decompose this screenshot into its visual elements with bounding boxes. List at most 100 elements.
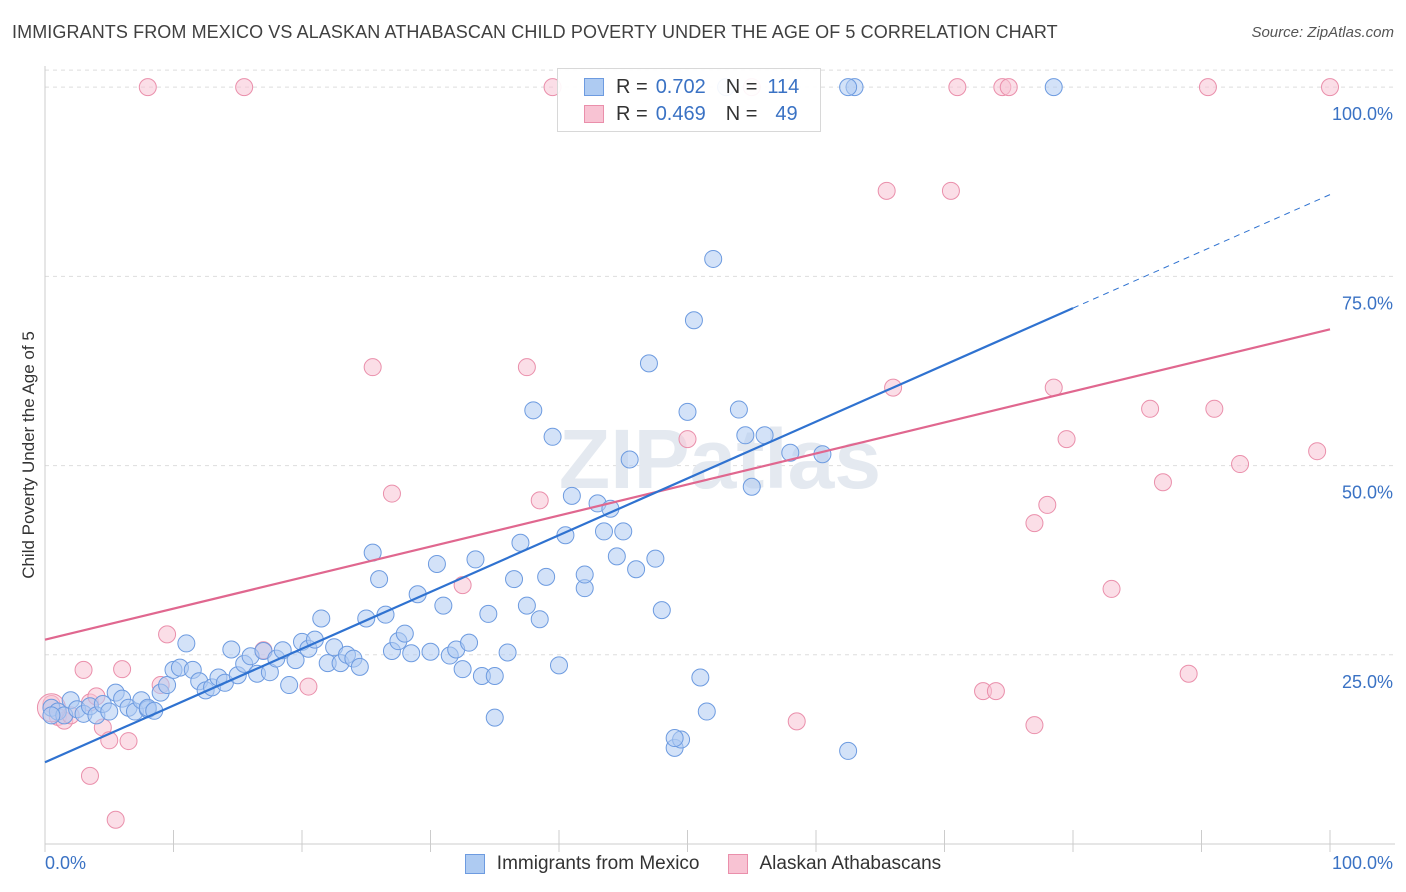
data-point [530, 610, 549, 629]
data-point [948, 78, 967, 97]
tick-labels: 25.0% 50.0% 75.0% 100.0% 0.0% 100.0% [45, 104, 1393, 873]
data-point [999, 78, 1018, 97]
x-tick-label-min: 0.0% [45, 853, 86, 873]
data-point [138, 78, 157, 97]
data-point [485, 666, 504, 685]
chart-title: IMMIGRANTS FROM MEXICO VS ALASKAN ATHABA… [12, 22, 1058, 42]
data-point [74, 660, 93, 679]
data-point [543, 427, 562, 446]
data-point [505, 570, 524, 589]
data-point [691, 668, 710, 687]
data-point [665, 729, 684, 748]
r-value-mexico: 0.702 [655, 75, 706, 98]
n-label: N = [725, 75, 758, 98]
data-point [704, 249, 723, 268]
data-point [594, 522, 613, 541]
axes [44, 66, 1395, 852]
data-point [1025, 514, 1044, 533]
legend-label-athabascan: Alaskan Athabascans [759, 853, 942, 874]
data-point [517, 596, 536, 615]
data-point [729, 400, 748, 419]
data-point [607, 547, 626, 566]
data-point [652, 601, 671, 620]
trend-lines [44, 194, 1331, 764]
series-legend: Immigrants from Mexico Alaskan Athabasca… [0, 852, 1406, 876]
data-point [350, 657, 369, 676]
data-point [42, 706, 61, 725]
data-point [530, 491, 549, 510]
data-point [1205, 399, 1224, 418]
data-point [382, 484, 401, 503]
data-point [113, 660, 132, 679]
y-tick-label: 50.0% [1342, 483, 1393, 503]
trend-line-athabascan [44, 328, 1331, 641]
data-point [1198, 78, 1217, 97]
legend-item-mexico: Immigrants from Mexico [464, 853, 700, 875]
data-point [678, 430, 697, 449]
data-point [235, 78, 254, 97]
data-point [460, 633, 479, 652]
data-point [781, 443, 800, 462]
data-point [466, 550, 485, 569]
source-credit: Source: ZipAtlas.com [1251, 24, 1394, 41]
data-point [312, 609, 331, 628]
r-label: R = [616, 75, 648, 98]
legend-swatch-blue [584, 78, 604, 96]
data-point [485, 708, 504, 727]
data-point [370, 570, 389, 589]
data-point [877, 181, 896, 200]
data-point [280, 676, 299, 695]
data-point [1141, 399, 1160, 418]
watermark: ZIPatlas [559, 412, 881, 506]
legend-row-mexico: R = 0.702 N = 114 [584, 74, 799, 100]
r-value-athabascan: 0.469 [655, 102, 706, 125]
data-point [1025, 716, 1044, 735]
r-label: R = [616, 102, 648, 125]
y-tick-label: 75.0% [1342, 293, 1393, 313]
n-label: N = [725, 102, 758, 125]
data-point [498, 643, 517, 662]
data-point [736, 426, 755, 445]
data-point [562, 486, 581, 505]
data-point [421, 642, 440, 661]
data-point [1057, 430, 1076, 449]
data-point [1321, 78, 1339, 97]
data-point [177, 634, 196, 653]
data-point [427, 554, 446, 573]
data-point [100, 702, 119, 721]
series-immigrants-from-mexico [42, 78, 1063, 760]
data-point [119, 732, 138, 751]
data-point [434, 596, 453, 615]
legend-swatch-blue [464, 854, 485, 874]
n-value-mexico: 114 [767, 75, 800, 98]
data-point [575, 565, 594, 584]
data-point [479, 604, 498, 623]
data-point [986, 682, 1005, 701]
trend-line-mexico [44, 307, 1074, 764]
data-point [787, 712, 806, 731]
legend-item-athabascan: Alaskan Athabascans [727, 853, 942, 875]
data-point [106, 810, 125, 829]
data-point [524, 401, 543, 420]
n-value-athabascan: 49 [775, 102, 798, 125]
x-tick-label-max: 100.0% [1332, 853, 1393, 873]
data-point [158, 625, 177, 644]
data-point [627, 560, 646, 579]
y-tick-label: 25.0% [1342, 672, 1393, 692]
data-point [639, 354, 658, 373]
data-point [678, 402, 697, 421]
data-point [517, 358, 536, 377]
data-point [537, 567, 556, 586]
data-point [620, 450, 639, 469]
data-point [395, 624, 414, 643]
data-point [646, 549, 665, 568]
data-point [222, 640, 241, 659]
data-point [1038, 495, 1057, 514]
data-point [402, 644, 421, 663]
data-point [614, 522, 633, 541]
data-point [697, 702, 716, 721]
data-point [158, 676, 177, 695]
legend-swatch-pink [584, 105, 604, 123]
data-point [742, 477, 761, 496]
